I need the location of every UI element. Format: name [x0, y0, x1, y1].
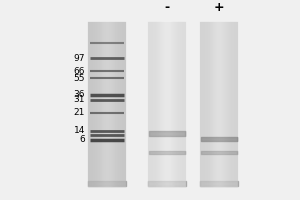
Bar	[200, 22, 238, 186]
Text: +: +	[214, 1, 224, 14]
Text: 36: 36	[74, 90, 85, 99]
Text: 14: 14	[74, 126, 85, 135]
Text: 31: 31	[74, 95, 85, 104]
Text: 55: 55	[74, 74, 85, 83]
Text: 6: 6	[79, 135, 85, 144]
Text: 97: 97	[74, 54, 85, 63]
Bar	[88, 22, 126, 186]
Text: 21: 21	[74, 108, 85, 117]
Bar	[148, 22, 186, 186]
Text: 66: 66	[74, 67, 85, 76]
Text: -: -	[164, 1, 169, 14]
